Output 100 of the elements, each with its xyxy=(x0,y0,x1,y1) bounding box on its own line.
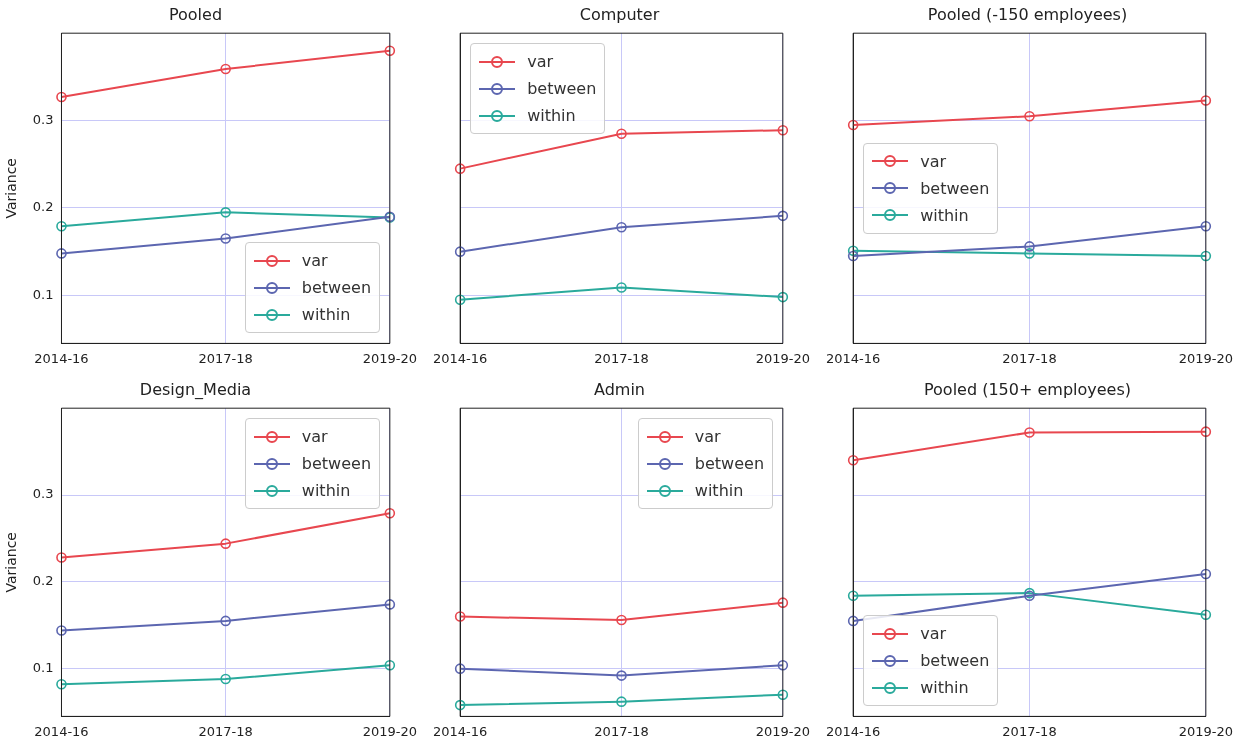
point xyxy=(847,454,859,466)
y-tick-label: 0.3 xyxy=(32,111,54,127)
point xyxy=(220,233,231,244)
point xyxy=(847,590,859,602)
x-tick-label: 2017-18 xyxy=(594,350,649,366)
legend-label: between xyxy=(301,454,372,474)
legend-label: within xyxy=(920,678,969,698)
legend-label: within xyxy=(694,481,744,501)
point xyxy=(1024,248,1035,259)
point xyxy=(384,599,396,610)
chart-title: Pooled (-150 employees) xyxy=(927,4,1128,24)
point xyxy=(1200,250,1212,262)
point xyxy=(847,119,859,131)
point xyxy=(220,615,231,627)
chart-title: Pooled (150+ employees) xyxy=(923,379,1132,399)
point xyxy=(1200,568,1212,580)
point xyxy=(384,45,396,56)
point xyxy=(220,207,231,218)
legend-label: within xyxy=(920,205,969,225)
x-tick-label: 2019-20 xyxy=(362,350,418,366)
point xyxy=(847,245,859,257)
x-tick-label: 2019-20 xyxy=(755,350,811,366)
x-tick-label: 2019-20 xyxy=(755,723,811,739)
y-tick-label: 0.2 xyxy=(32,573,54,589)
point xyxy=(220,63,231,75)
legend-label: var xyxy=(527,52,554,72)
x-tick-label: 2014-16 xyxy=(432,350,488,366)
legend-label: var xyxy=(301,251,328,271)
point xyxy=(616,614,627,626)
point xyxy=(616,670,627,681)
legend-label: between xyxy=(694,454,765,474)
y-axis-title: Variance xyxy=(3,158,20,219)
x-tick-label: 2014-16 xyxy=(825,350,881,366)
x-tick-label: 2014-16 xyxy=(825,723,881,739)
x-tick-label: 2017-18 xyxy=(198,350,253,366)
point xyxy=(1024,110,1035,122)
legend-label: within xyxy=(301,305,351,325)
point xyxy=(56,221,67,232)
point xyxy=(1200,609,1212,621)
point xyxy=(220,538,231,549)
y-tick-label: 0.1 xyxy=(32,286,54,302)
point xyxy=(454,699,466,711)
point xyxy=(1024,241,1035,252)
x-tick-label: 2014-16 xyxy=(432,723,488,739)
point xyxy=(454,663,466,674)
x-tick-label: 2017-18 xyxy=(198,723,253,739)
x-tick-label: 2017-18 xyxy=(1002,723,1057,739)
legend-label: within xyxy=(527,106,576,126)
point xyxy=(56,552,67,563)
chart-title: Computer xyxy=(579,4,660,24)
point xyxy=(847,615,859,627)
point xyxy=(777,124,789,136)
point xyxy=(56,248,67,259)
point xyxy=(777,689,789,700)
chart-title: Admin xyxy=(594,379,645,399)
point xyxy=(1024,427,1035,438)
point xyxy=(56,678,67,690)
point xyxy=(56,91,67,103)
point xyxy=(1200,426,1212,437)
point xyxy=(384,659,396,671)
legend-label: var xyxy=(694,427,721,447)
y-tick-label: 0.1 xyxy=(32,660,54,676)
y-axis-title: Variance xyxy=(3,532,20,593)
legend-label: var xyxy=(301,427,328,447)
point xyxy=(777,597,789,608)
chart-title: Pooled xyxy=(168,4,223,24)
point xyxy=(454,163,466,174)
point xyxy=(220,673,231,685)
point xyxy=(616,282,627,293)
x-tick-label: 2014-16 xyxy=(34,350,89,366)
point xyxy=(56,625,67,636)
legend-label: between xyxy=(301,278,372,298)
point xyxy=(616,221,627,233)
x-tick-label: 2019-20 xyxy=(1178,350,1234,366)
legend-label: within xyxy=(301,481,351,501)
legend-label: between xyxy=(527,79,597,99)
x-tick-label: 2017-18 xyxy=(1002,350,1057,366)
legend-label: var xyxy=(920,624,947,644)
point xyxy=(454,246,466,257)
point xyxy=(454,611,466,622)
legend-label: var xyxy=(920,151,947,171)
point xyxy=(847,250,859,262)
point xyxy=(616,696,627,707)
legend-label: between xyxy=(920,178,990,198)
x-tick-label: 2014-16 xyxy=(34,723,89,739)
point xyxy=(777,659,789,671)
point xyxy=(454,294,466,306)
point xyxy=(384,507,396,519)
chart-title: Design_Media xyxy=(139,379,252,400)
x-tick-label: 2017-18 xyxy=(594,723,649,739)
point xyxy=(616,128,627,139)
x-tick-label: 2019-20 xyxy=(1178,723,1234,739)
point xyxy=(1200,95,1212,106)
legend-label: between xyxy=(920,651,990,671)
y-tick-label: 0.3 xyxy=(32,486,54,502)
y-tick-label: 0.2 xyxy=(32,199,54,215)
point xyxy=(777,291,789,303)
point xyxy=(1200,221,1212,232)
x-tick-label: 2019-20 xyxy=(362,723,418,739)
point xyxy=(777,210,789,222)
